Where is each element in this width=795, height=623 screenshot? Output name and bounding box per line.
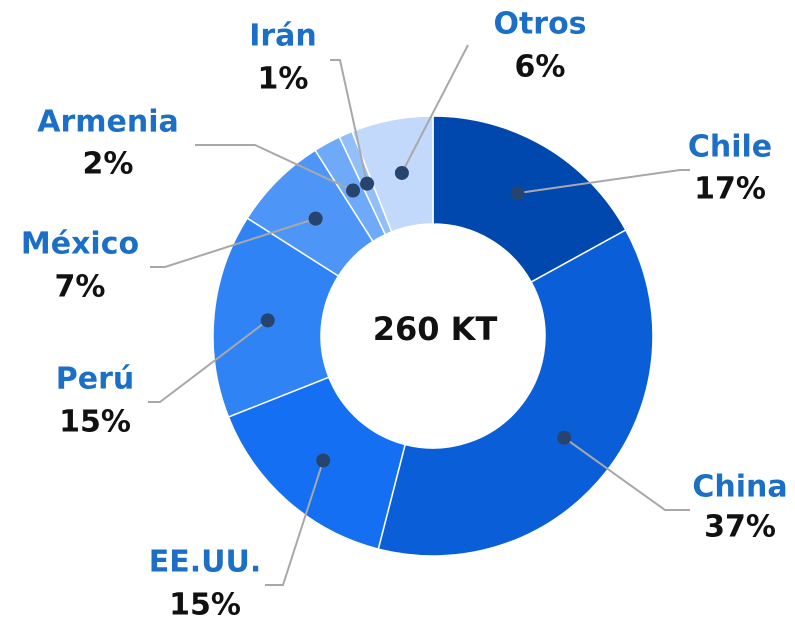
slice-percent: 2%: [83, 147, 134, 182]
slice-percent: 37%: [704, 510, 776, 545]
center-label: 260 KT: [373, 310, 498, 348]
slice-percent: 7%: [55, 270, 106, 305]
leader-line: [265, 460, 325, 586]
slice-name: Perú: [56, 362, 135, 397]
slice-name: Chile: [688, 130, 772, 165]
slice-name: EE.UU.: [149, 545, 262, 580]
leader-line: [517, 169, 690, 195]
slice: [351, 115, 434, 233]
slice-percent: 1%: [258, 62, 309, 97]
leader-line: [150, 217, 316, 268]
leader-dot: [316, 453, 331, 468]
leader-dot: [510, 186, 525, 201]
slice-percent: 15%: [59, 405, 131, 440]
slice: [377, 228, 654, 557]
slice-name: Armenia: [37, 105, 179, 140]
slice-name: México: [21, 227, 139, 262]
leader-dot: [260, 313, 275, 328]
leader-dot: [557, 430, 572, 445]
slice-name: Irán: [249, 19, 317, 54]
slice-percent: 17%: [694, 172, 766, 207]
slice: [432, 115, 627, 284]
leader-dot: [308, 211, 323, 226]
slice-name: Otros: [493, 7, 586, 42]
slice-name: China: [692, 470, 787, 505]
leader-dot: [346, 183, 361, 198]
leader-line: [401, 44, 469, 174]
leader-dot: [394, 165, 409, 180]
slice-percent: 15%: [169, 588, 241, 623]
leader-line: [563, 436, 690, 511]
leader-line: [148, 319, 269, 403]
leader-dot: [360, 176, 375, 191]
slice-percent: 6%: [515, 50, 566, 85]
leader-line: [330, 59, 369, 184]
leader-line: [195, 144, 354, 192]
